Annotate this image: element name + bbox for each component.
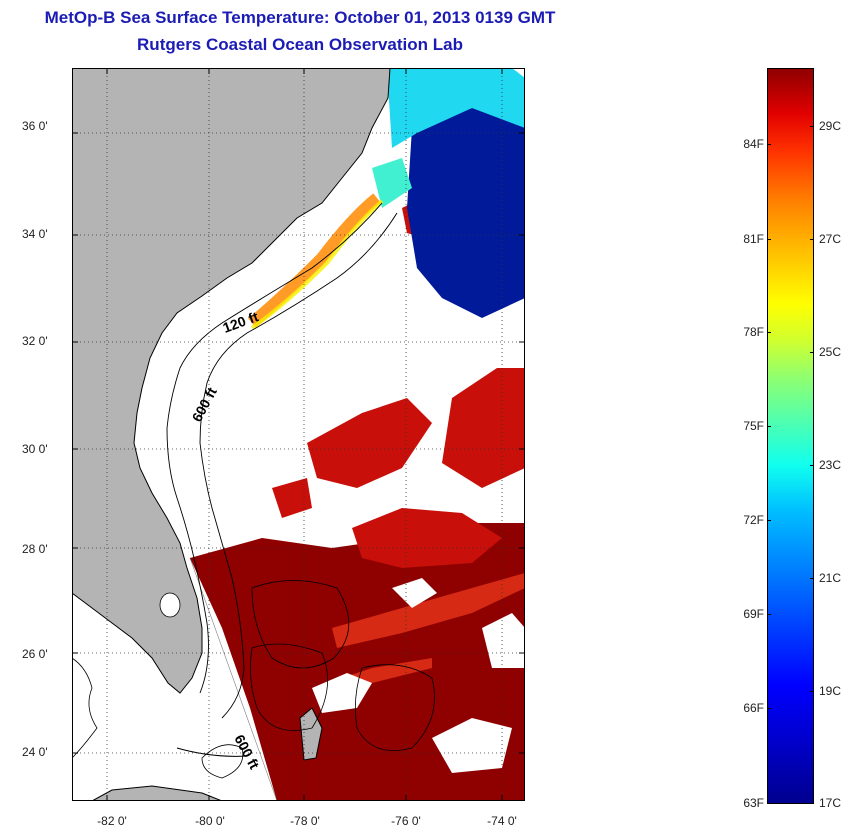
lat-label-26: 26 0' <box>22 647 48 661</box>
colorbar-f-tick <box>767 426 771 427</box>
colorbar-f-tick <box>767 144 771 145</box>
colorbar-c-17: 17C <box>819 796 842 810</box>
contour-600ft <box>199 212 398 719</box>
lake-okeechobee <box>159 592 181 618</box>
colorbar-c-tick <box>810 578 814 579</box>
colorbar-f-63: 63F <box>743 796 764 810</box>
colorbar-c-tick <box>810 239 814 240</box>
frame-ticks <box>72 68 525 801</box>
colorbar-c-29: 29C <box>819 119 842 133</box>
bahamas-contours <box>249 580 435 751</box>
colorbar-c-tick <box>810 691 814 692</box>
colorbar-f-72: 72F <box>743 513 764 527</box>
lat-label-28: 28 0' <box>22 542 48 556</box>
contour-120ft <box>166 202 383 694</box>
colorbar-c-21: 21C <box>819 571 842 585</box>
map-border <box>72 68 525 801</box>
lat-label-36: 36 0' <box>22 119 48 133</box>
lon-label-78: -78 0' <box>290 814 320 828</box>
temperature-colorbar <box>767 68 814 804</box>
colorbar-f-tick <box>767 520 771 521</box>
cold-water-region <box>407 108 525 318</box>
colorbar-f-69: 69F <box>743 607 764 621</box>
florida-bay-contour <box>72 657 98 759</box>
map-subtitle: Rutgers Coastal Ocean Observation Lab <box>137 35 463 54</box>
lon-label-74: -74 0' <box>487 814 517 828</box>
cool-water-band <box>387 68 525 148</box>
cuba-land <box>91 785 223 801</box>
colorbar-f-75: 75F <box>743 419 764 433</box>
colorbar-f-tick <box>767 239 771 240</box>
colorbar-f-78: 78F <box>743 325 764 339</box>
lon-label-80: -80 0' <box>195 814 225 828</box>
lat-label-34: 34 0' <box>22 227 48 241</box>
colorbar-f-tick <box>767 614 771 615</box>
colorbar-c-25: 25C <box>819 345 842 359</box>
colorbar-f-84: 84F <box>743 137 764 151</box>
map-title: MetOp-B Sea Surface Temperature: October… <box>44 8 556 27</box>
sst-map: 120 ft 600 ft 600 ft <box>72 68 525 801</box>
cloud-gaps <box>312 578 525 773</box>
cuba-contour <box>201 744 244 779</box>
lat-label-32: 32 0' <box>22 334 48 348</box>
lat-label-24: 24 0' <box>22 745 48 759</box>
colorbar-f-66: 66F <box>743 701 764 715</box>
keys <box>176 747 248 757</box>
colorbar-f-tick <box>767 708 771 709</box>
cool-water-band-2 <box>372 158 412 208</box>
swath-edge <box>189 557 278 801</box>
shelf-water-band <box>248 193 381 328</box>
warm-water-swath <box>190 523 525 801</box>
colorbar-c-tick <box>810 126 814 127</box>
lat-label-30: 30 0' <box>22 442 48 456</box>
lon-label-82: -82 0' <box>97 814 127 828</box>
colorbar-c-19: 19C <box>819 684 842 698</box>
lon-label-76: -76 0' <box>391 814 421 828</box>
colorbar-f-81: 81F <box>743 232 764 246</box>
colorbar-c-tick <box>810 465 814 466</box>
colorbar-c-tick <box>810 352 814 353</box>
colorbar-f-tick <box>767 332 771 333</box>
colorbar-c-23: 23C <box>819 458 842 472</box>
colorbar-c-27: 27C <box>819 232 842 246</box>
land-mass <box>72 68 391 694</box>
